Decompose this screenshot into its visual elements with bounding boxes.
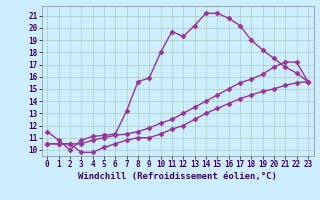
X-axis label: Windchill (Refroidissement éolien,°C): Windchill (Refroidissement éolien,°C) [78,172,277,181]
